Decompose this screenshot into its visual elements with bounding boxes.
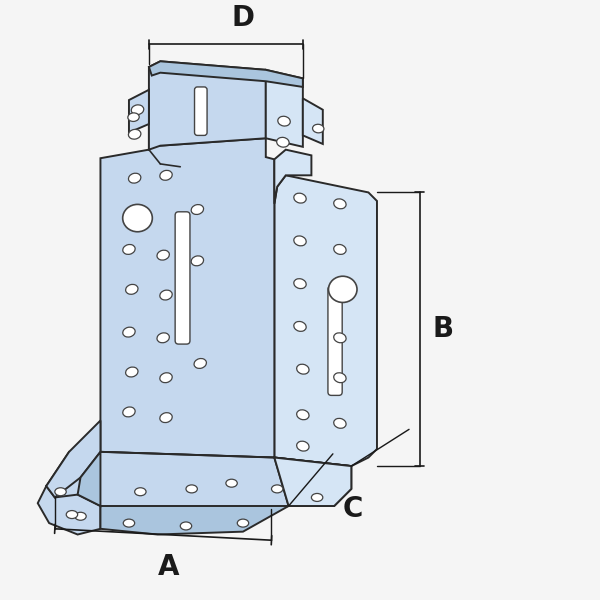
Ellipse shape (191, 205, 203, 214)
Ellipse shape (296, 441, 309, 451)
Ellipse shape (277, 137, 289, 147)
Polygon shape (100, 506, 289, 535)
Polygon shape (77, 452, 100, 506)
Text: D: D (232, 4, 254, 32)
Ellipse shape (294, 236, 306, 246)
Polygon shape (303, 98, 323, 144)
Ellipse shape (128, 113, 139, 121)
Ellipse shape (66, 511, 77, 518)
Polygon shape (46, 452, 352, 520)
FancyBboxPatch shape (194, 87, 207, 136)
Polygon shape (274, 149, 311, 204)
Polygon shape (38, 486, 100, 535)
FancyBboxPatch shape (175, 212, 190, 344)
Ellipse shape (75, 512, 86, 520)
Ellipse shape (296, 364, 309, 374)
Ellipse shape (237, 519, 248, 527)
Text: A: A (158, 553, 179, 581)
Ellipse shape (334, 418, 346, 428)
Ellipse shape (125, 367, 138, 377)
Ellipse shape (278, 116, 290, 126)
FancyBboxPatch shape (328, 286, 342, 395)
Polygon shape (149, 61, 303, 87)
Ellipse shape (123, 407, 135, 417)
Ellipse shape (294, 193, 306, 203)
Ellipse shape (294, 322, 306, 331)
Ellipse shape (128, 130, 141, 139)
Ellipse shape (160, 170, 172, 180)
Ellipse shape (194, 359, 206, 368)
Ellipse shape (123, 519, 134, 527)
Ellipse shape (160, 413, 172, 422)
Ellipse shape (128, 173, 141, 183)
Ellipse shape (131, 105, 144, 115)
Ellipse shape (160, 290, 172, 300)
Polygon shape (274, 175, 377, 466)
Ellipse shape (329, 276, 357, 302)
Ellipse shape (334, 333, 346, 343)
Ellipse shape (334, 244, 346, 254)
Polygon shape (274, 458, 352, 506)
Text: C: C (343, 495, 363, 523)
Polygon shape (129, 90, 149, 133)
Ellipse shape (123, 327, 135, 337)
Ellipse shape (160, 373, 172, 383)
Polygon shape (46, 421, 100, 497)
Ellipse shape (157, 250, 169, 260)
Ellipse shape (296, 410, 309, 420)
Ellipse shape (311, 493, 323, 502)
Ellipse shape (123, 244, 135, 254)
Ellipse shape (55, 488, 66, 496)
Polygon shape (274, 458, 352, 506)
Ellipse shape (334, 373, 346, 383)
Ellipse shape (134, 488, 146, 496)
Polygon shape (266, 70, 303, 147)
Ellipse shape (226, 479, 237, 487)
Ellipse shape (186, 485, 197, 493)
Polygon shape (100, 90, 274, 458)
Ellipse shape (334, 199, 346, 209)
Polygon shape (149, 61, 266, 149)
Ellipse shape (180, 522, 191, 530)
Ellipse shape (313, 124, 324, 133)
Ellipse shape (122, 205, 152, 232)
Ellipse shape (191, 256, 203, 266)
Ellipse shape (294, 278, 306, 289)
Ellipse shape (271, 485, 283, 493)
Ellipse shape (157, 333, 169, 343)
Ellipse shape (125, 284, 138, 295)
Text: B: B (432, 315, 454, 343)
